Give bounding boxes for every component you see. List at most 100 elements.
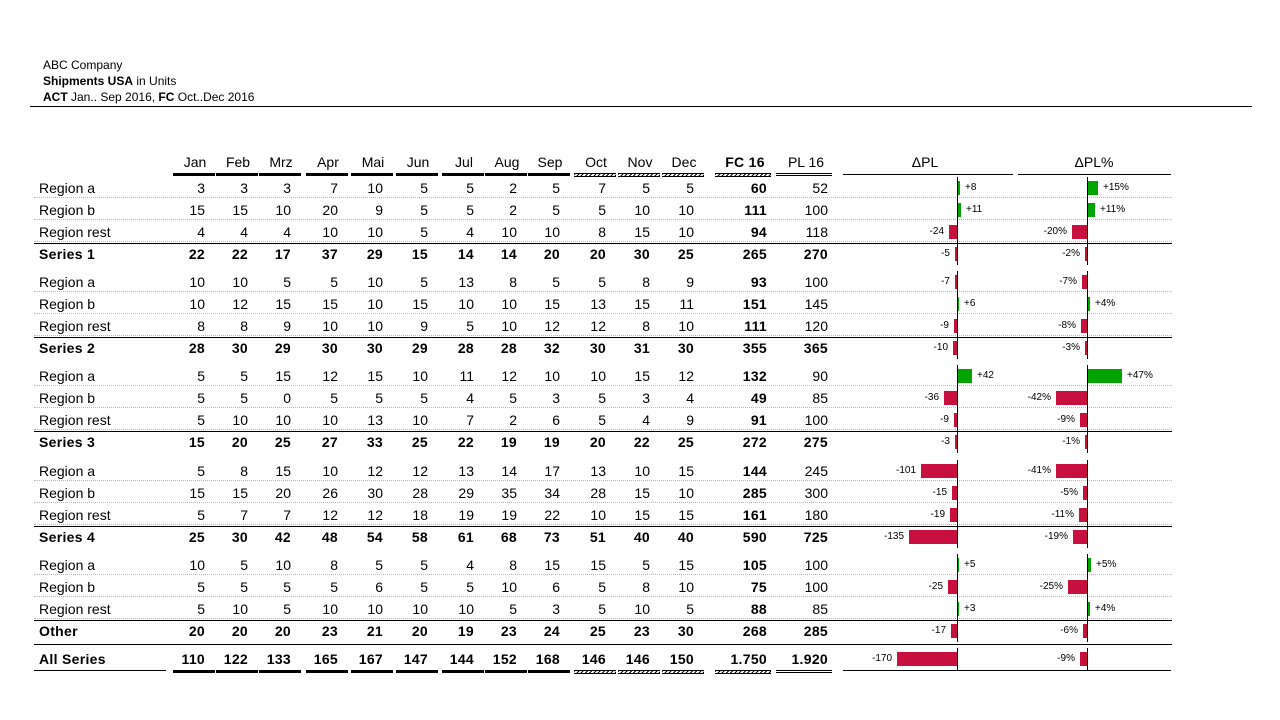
- row-divider: [34, 335, 1172, 336]
- header-divider: [30, 106, 1252, 107]
- delta-pct-axis: [1087, 576, 1088, 598]
- cell-aug: 28: [500, 340, 517, 356]
- column-header-feb: Feb: [225, 154, 251, 170]
- cell-dec: 15: [678, 463, 694, 479]
- cell-feb: 5: [240, 557, 248, 573]
- delta-pl-bar-positive: [957, 602, 959, 616]
- cell-feb: 20: [231, 623, 248, 639]
- delta-pct-bar-positive: [1087, 203, 1095, 217]
- delta-pct-bar-positive: [1087, 181, 1098, 195]
- cell-pl16: 365: [803, 340, 828, 356]
- act-period: Jan.. Sep 2016,: [67, 90, 159, 104]
- cell-pl16: 285: [803, 623, 828, 639]
- delta-pl-value: +8: [965, 182, 977, 193]
- delta-pct-value: -8%: [1058, 320, 1076, 331]
- cell-feb: 7: [240, 507, 248, 523]
- header-underline: [843, 174, 1013, 175]
- cell-apr: 23: [321, 623, 338, 639]
- delta-pct-bar-negative: [1080, 413, 1087, 427]
- delta-pct-axis: [1087, 271, 1088, 293]
- cell-jun: 5: [420, 202, 428, 218]
- delta-pct-value: -7%: [1059, 276, 1077, 287]
- delta-pct-value: -5%: [1060, 487, 1078, 498]
- cell-apr: 10: [322, 412, 338, 428]
- delta-pl-value: +11: [966, 204, 983, 215]
- row-divider: [34, 618, 1172, 619]
- column-header-jun: Jun: [406, 154, 430, 170]
- cell-jan: 5: [197, 507, 205, 523]
- cell-nov: 10: [634, 601, 650, 617]
- delta-pl-axis: [957, 620, 958, 642]
- company-name: ABC Company: [43, 58, 123, 72]
- cell-apr: 7: [330, 180, 338, 196]
- cell-mai: 30: [366, 340, 383, 356]
- cell-fc16: 88: [750, 601, 767, 617]
- cell-sep: 17: [544, 463, 560, 479]
- cell-feb: 15: [232, 202, 248, 218]
- delta-pl-axis: [957, 598, 958, 620]
- row-label: Region rest: [39, 601, 111, 617]
- row-label: Region b: [39, 390, 96, 406]
- cell-nov: 15: [634, 507, 650, 523]
- cell-aug: 10: [501, 579, 517, 595]
- column-header-mrz: Mrz: [269, 154, 293, 170]
- cell-nov: 15: [634, 296, 650, 312]
- cell-mai: 13: [367, 412, 383, 428]
- column-header-mai: Mai: [361, 154, 385, 170]
- delta-pct-value: -2%: [1062, 248, 1080, 259]
- row-divider: [34, 219, 1172, 220]
- delta-pct-value: +15%: [1103, 182, 1129, 193]
- cell-jan: 5: [197, 601, 205, 617]
- row-divider: [34, 574, 1172, 575]
- cell-dec: 11: [679, 296, 694, 312]
- act-label: ACT: [43, 90, 68, 104]
- header-underline: [574, 173, 616, 177]
- delta-pct-bar-positive: [1087, 558, 1091, 572]
- row-label: Region a: [39, 463, 96, 479]
- cell-mrz: 15: [275, 368, 291, 384]
- cell-nov: 15: [634, 224, 650, 240]
- cell-aug: 2: [509, 412, 517, 428]
- delta-pct-axis: [1087, 315, 1088, 337]
- row-total-label: Series 2: [39, 340, 96, 356]
- delta-pl-axis: [957, 648, 958, 670]
- cell-jun: 5: [420, 274, 428, 290]
- cell-fc16: 272: [742, 434, 767, 450]
- cell-jan: 5: [197, 390, 205, 406]
- delta-pct-axis: [1087, 387, 1088, 409]
- header-underline: [216, 173, 258, 176]
- cell-apr: 12: [322, 507, 338, 523]
- grand-total-underline: [442, 670, 484, 673]
- delta-pct-bar-positive: [1087, 602, 1090, 616]
- delta-pct-axis: [1087, 199, 1088, 221]
- cell-nov: 5: [642, 180, 650, 196]
- grand-total-underline: [528, 670, 570, 673]
- cell-jul: 5: [466, 180, 474, 196]
- cell-fc16: 590: [742, 529, 767, 545]
- cell-sep: 15: [544, 296, 560, 312]
- delta-pct-bar-negative: [1056, 464, 1087, 478]
- delta-pl-axis: [957, 177, 958, 199]
- cell-oct: 12: [590, 318, 606, 334]
- delta-pct-value: +47%: [1127, 370, 1153, 381]
- delta-pl-axis: [957, 221, 958, 243]
- cell-fc16: 151: [742, 296, 767, 312]
- cell-dec: 30: [677, 340, 694, 356]
- cell-fc16: 1.750: [730, 651, 767, 667]
- delta-pl-value: -36: [924, 392, 939, 403]
- delta-pct-axis: [1087, 409, 1088, 431]
- delta-pl-bar-negative: [953, 341, 957, 355]
- delta-pct-value: -25%: [1039, 581, 1063, 592]
- cell-feb: 30: [231, 529, 248, 545]
- cell-pl16: 100: [804, 274, 828, 290]
- cell-jul: 13: [458, 274, 474, 290]
- cell-aug: 10: [501, 224, 517, 240]
- cell-jan: 25: [188, 529, 205, 545]
- cell-jun: 15: [412, 296, 428, 312]
- cell-dec: 15: [678, 507, 694, 523]
- column-header-pl-16: PL 16: [787, 154, 825, 170]
- cell-pl16: 120: [804, 318, 828, 334]
- cell-pl16: 100: [804, 557, 828, 573]
- delta-pl-value: -3: [941, 436, 950, 447]
- cell-aug: 152: [492, 651, 517, 667]
